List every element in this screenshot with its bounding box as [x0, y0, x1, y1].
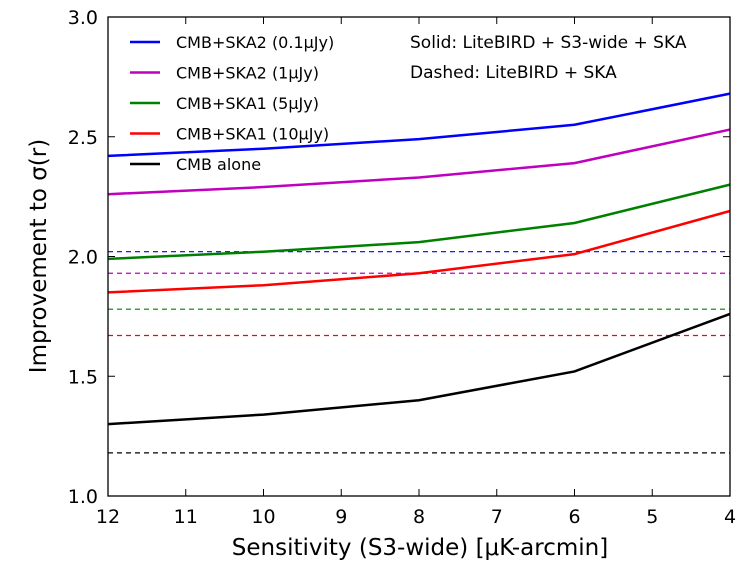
x-tick-label: 11 — [174, 506, 198, 528]
x-tick-label: 9 — [335, 506, 347, 528]
series-line-3 — [107, 209, 731, 294]
y-tick-label: 1.5 — [68, 366, 98, 388]
y-axis-label: Improvement to σ(r) — [26, 139, 52, 373]
y-tick-label: 1.0 — [68, 486, 98, 508]
series-lines — [107, 92, 731, 426]
x-tick-label: 12 — [96, 506, 120, 528]
legend-label-2: CMB+SKA1 (5μJy) — [176, 94, 319, 113]
x-tick-label: 4 — [724, 506, 736, 528]
x-tick-label: 7 — [491, 506, 503, 528]
legend-label-4: CMB alone — [176, 155, 261, 174]
series-line-4 — [107, 312, 731, 426]
series-line-2 — [107, 183, 731, 261]
annotation-dashed: Dashed: LiteBIRD + SKA — [410, 63, 617, 83]
y-tick-label: 2.5 — [68, 127, 98, 149]
x-tick-label: 10 — [251, 506, 275, 528]
x-tick-label: 8 — [413, 506, 425, 528]
x-tick-label: 5 — [646, 506, 658, 528]
legend-label-3: CMB+SKA1 (10μJy) — [176, 125, 329, 144]
axis-ticks: 12 11 10 9 8 7 6 5 4 1.0 1.5 2.0 2.5 3.0 — [68, 7, 736, 528]
legend: CMB+SKA2 (0.1μJy) CMB+SKA2 (1μJy) CMB+SKA1… — [130, 33, 334, 174]
x-tick-label: 6 — [568, 506, 580, 528]
series-line-1 — [107, 128, 731, 196]
x-axis-label: Sensitivity (S3-wide) [μK-arcmin] — [232, 535, 608, 561]
annotation-solid: Solid: LiteBIRD + S3-wide + SKA — [410, 33, 687, 53]
y-tick-label: 3.0 — [68, 7, 98, 29]
legend-label-0: CMB+SKA2 (0.1μJy) — [176, 33, 334, 52]
series-line-0 — [107, 92, 731, 158]
legend-label-1: CMB+SKA2 (1μJy) — [176, 64, 319, 83]
y-tick-label: 2.0 — [68, 247, 98, 269]
